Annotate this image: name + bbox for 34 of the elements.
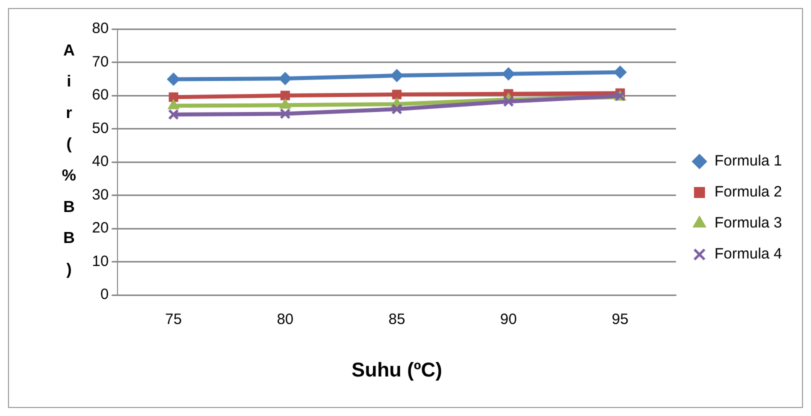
legend-label: Formula 2 <box>714 184 782 201</box>
y-axis-title: Air (%BB) <box>62 42 76 278</box>
point <box>392 90 402 100</box>
y-tick-label: 40 <box>92 153 109 170</box>
point <box>278 72 292 86</box>
y-tick-label: 50 <box>92 120 109 137</box>
point <box>168 99 180 110</box>
point <box>279 98 291 109</box>
point <box>280 90 290 100</box>
y-tick-label: 30 <box>92 186 109 204</box>
y-tick-label: 0 <box>100 286 109 304</box>
point <box>502 67 515 80</box>
point <box>168 92 178 102</box>
point <box>167 72 180 86</box>
legend-label: Formula 3 <box>714 214 782 232</box>
point <box>390 69 404 82</box>
point <box>391 104 402 115</box>
point <box>503 96 514 107</box>
legend-label: Formula 1 <box>714 152 782 170</box>
point <box>614 66 627 79</box>
x-tick-label: 95 <box>612 311 628 328</box>
x-tick-label: 90 <box>500 311 517 328</box>
y-tick-label: 20 <box>92 220 109 237</box>
point <box>280 108 291 120</box>
x-axis-title: Suhu (ºC) <box>352 360 442 382</box>
y-tick-label: 70 <box>92 53 109 70</box>
y-tick-label: 10 <box>92 252 109 270</box>
x-tick-label: 75 <box>165 311 182 328</box>
legend-label: Formula 4 <box>714 246 782 263</box>
x-tick-label: 85 <box>388 311 406 328</box>
x-tick-label: 80 <box>276 311 294 328</box>
point <box>168 108 180 120</box>
y-tick-label: 80 <box>92 20 109 38</box>
y-tick-label: 60 <box>92 86 109 104</box>
